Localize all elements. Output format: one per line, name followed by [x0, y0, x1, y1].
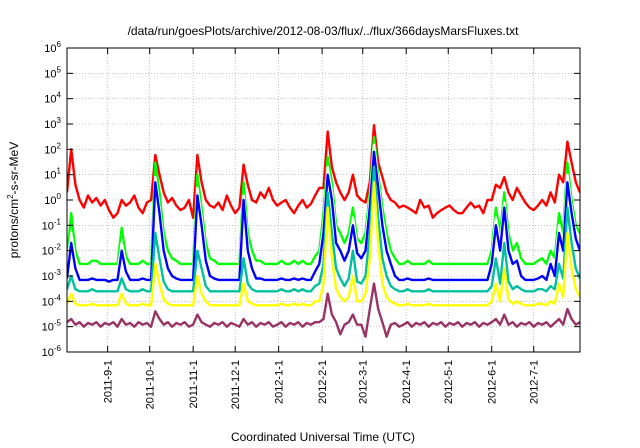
x-tick-label: 2011-9-1 — [103, 360, 115, 403]
y-tick-label-exponent: 2 — [57, 141, 62, 150]
y-axis-label-pre: protons/cm — [7, 199, 21, 258]
y-tick-label-base: 10 — [44, 43, 56, 55]
series-line-7 — [67, 282, 580, 338]
y-tick-label-base: 10 — [42, 271, 54, 283]
x-tick-label: 2012-4-1 — [401, 360, 413, 404]
y-tick-label-base: 10 — [44, 119, 56, 131]
y-tick-label-base: 10 — [44, 170, 56, 182]
y-tick-label: 106 — [44, 40, 61, 55]
y-tick-label-exponent: 3 — [57, 116, 62, 125]
y-tick-label-exponent: 6 — [57, 40, 62, 49]
y-tick-label-base: 10 — [44, 94, 56, 106]
x-axis-tick-labels: 2011-9-1 2011-10-1 2011-11-1 2011-12-1 2012-… — [103, 360, 541, 409]
y-tick-label: 102 — [44, 141, 61, 156]
x-axis-label: Coordinated Universal Time (UTC) — [231, 430, 415, 444]
series-line-4 — [67, 150, 580, 283]
x-tick-label: 2012-7-1 — [529, 360, 541, 404]
x-tick-label: 2012-5-1 — [443, 360, 455, 404]
y-tick-label: 10-2 — [42, 243, 62, 258]
series-line-6 — [67, 181, 580, 307]
y-tick-label: 10-5 — [42, 319, 62, 334]
y-tick-label-exponent: 0 — [57, 192, 62, 201]
y-axis-label-post: -s-sr-MeV — [7, 142, 21, 195]
x-tick-label: 2012-6-1 — [487, 360, 499, 404]
y-tick-label: 10-4 — [42, 293, 62, 308]
y-tick-label-base: 10 — [42, 347, 54, 359]
y-axis-label: protons/cm2-s-sr-MeV — [6, 142, 21, 258]
y-tick-label-base: 10 — [42, 246, 54, 258]
y-tick-label-base: 10 — [42, 322, 54, 334]
y-tick-label: 10-1 — [42, 217, 62, 232]
y-tick-label-exponent: 5 — [57, 65, 62, 74]
y-tick-label: 100 — [44, 192, 61, 207]
x-tick-label: 2011-12-1 — [230, 360, 242, 409]
y-tick-label: 105 — [44, 65, 61, 80]
x-tick-label: 2012-3-1 — [358, 360, 370, 404]
chart-title: /data/run/goesPlots/archive/2012-08-03/f… — [128, 24, 520, 38]
y-axis-tick-labels: 10-610-510-410-310-210-11001011021031041… — [42, 40, 62, 359]
series-line-1 — [67, 124, 580, 219]
y-tick-label-exponent: 1 — [57, 167, 62, 176]
axis-ticks — [67, 47, 580, 353]
x-tick-label: 2011-11-1 — [188, 360, 200, 409]
y-tick-label-exponent: -5 — [54, 319, 62, 328]
y-tick-label-exponent: -1 — [54, 217, 62, 226]
y-tick-label-base: 10 — [42, 220, 54, 232]
y-tick-label: 103 — [44, 116, 61, 131]
y-tick-label-base: 10 — [42, 296, 54, 308]
y-tick-label-exponent: -2 — [54, 243, 62, 252]
x-tick-label: 2012-2-1 — [317, 360, 329, 404]
plot-area — [67, 124, 580, 338]
y-tick-label-exponent: -4 — [54, 293, 62, 302]
y-tick-label-exponent: 4 — [57, 91, 62, 100]
y-tick-label-base: 10 — [44, 144, 56, 156]
y-tick-label-exponent: -3 — [54, 268, 62, 277]
y-tick-label: 10-6 — [42, 344, 62, 359]
y-tick-label-base: 10 — [44, 195, 56, 207]
y-tick-label-base: 10 — [44, 68, 56, 80]
y-tick-label: 104 — [44, 91, 61, 106]
y-tick-label: 101 — [44, 167, 61, 182]
x-tick-label: 2012-1-1 — [274, 360, 286, 404]
y-tick-label-exponent: -6 — [54, 344, 62, 353]
y-axis-label-sup: 2 — [6, 194, 15, 199]
y-tick-label: 10-3 — [42, 268, 62, 283]
x-tick-label: 2011-10-1 — [145, 360, 157, 409]
